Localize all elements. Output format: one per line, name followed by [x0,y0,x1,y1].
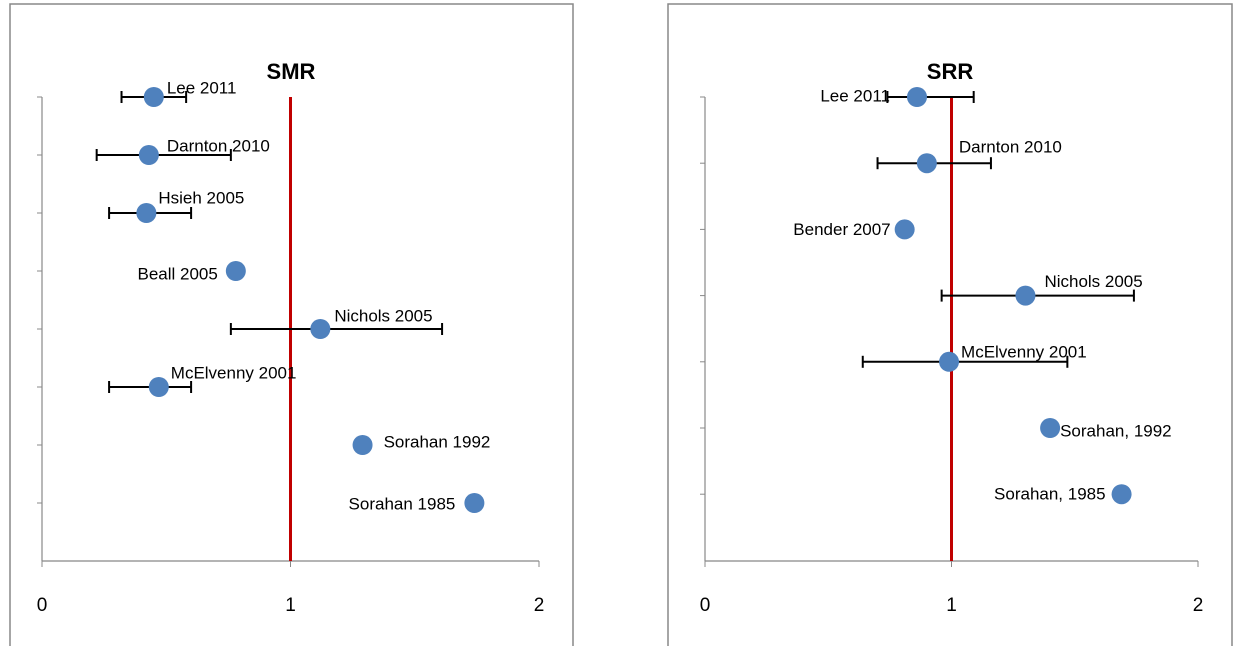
point-label: Hsieh 2005 [158,188,244,207]
x-tick-label: 2 [534,595,545,616]
panel-frame [9,3,574,651]
error-bar [886,91,975,103]
error-bar [95,149,232,161]
point [143,87,164,107]
point-label: Darnton 2010 [959,138,1062,157]
point [1015,285,1036,306]
point [939,351,960,372]
point [916,153,937,174]
error-bar [861,355,1069,368]
point [148,377,169,397]
x-tick-label: 1 [285,595,296,616]
x-tick-label: 2 [1193,595,1204,616]
error-bar [940,289,1135,302]
panel-frame [667,3,1233,651]
chart-title: SMR [267,59,316,84]
point-label: Sorahan 1992 [384,432,491,451]
point [1111,484,1132,505]
x-tick-label: 0 [700,595,711,616]
point [1040,418,1061,438]
point-label: Darnton 2010 [167,136,270,155]
point [464,493,485,513]
point-label: Bender 2007 [793,220,890,239]
chart-title: SRR [927,59,974,84]
point-label: McElvenny 2001 [961,342,1087,361]
point-label: McElvenny 2001 [171,363,297,382]
point-label: Nichols 2005 [334,306,432,325]
x-tick-label: 1 [946,595,957,616]
point-label: Nichols 2005 [1044,272,1142,291]
x-tick-label: 0 [37,595,48,616]
point-label: Sorahan, 1985 [994,485,1106,504]
point-label: Lee 2011 [167,78,237,97]
point [352,435,373,455]
point-label: Lee 2011 [820,86,890,105]
point [894,219,915,240]
point-label: Beall 2005 [137,264,217,283]
point-label: Sorahan, 1992 [1060,421,1172,440]
point [310,319,331,339]
point [225,261,246,281]
point [136,203,157,223]
point [138,145,159,165]
point [906,87,927,107]
point-label: Sorahan 1985 [349,494,456,513]
error-bar [229,323,444,335]
